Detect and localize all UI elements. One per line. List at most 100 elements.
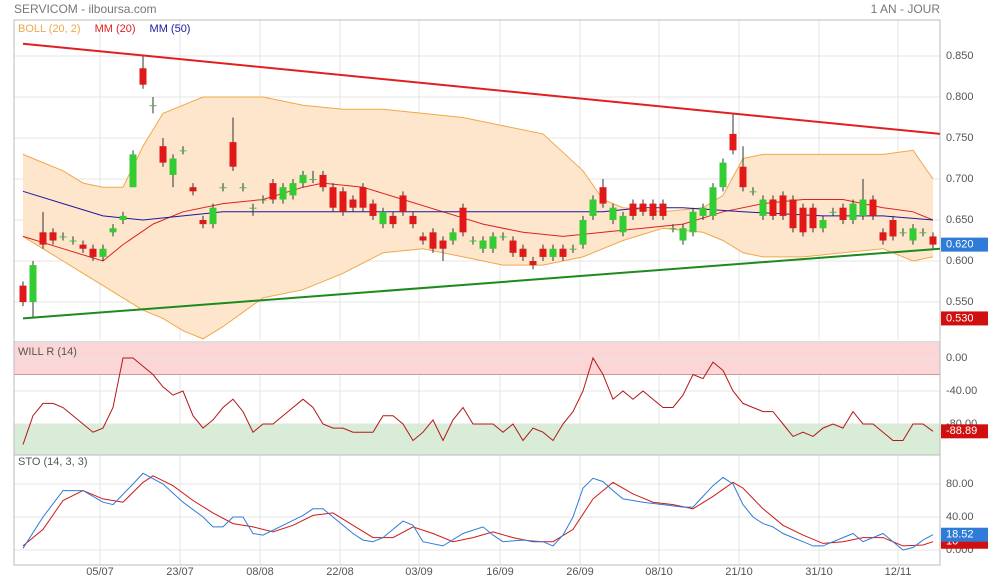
candle-body — [839, 207, 847, 221]
candle-body — [29, 265, 37, 303]
y-tick-label: 0.750 — [946, 132, 974, 144]
candle-body — [819, 220, 827, 229]
value-label: -88.89 — [946, 425, 977, 437]
y-tick-label: 0.800 — [946, 91, 974, 103]
candle-body — [859, 199, 867, 216]
candle-body — [769, 199, 777, 216]
candle-body — [289, 183, 297, 196]
oversold-zone — [14, 423, 940, 455]
candle-body — [659, 203, 667, 216]
candle-body — [699, 207, 707, 216]
legend-entry: MM (20) — [95, 23, 136, 35]
series-line — [22, 475, 934, 547]
legend-entry: MM (50) — [150, 23, 191, 35]
candle-body — [729, 133, 737, 151]
overbought-zone — [14, 343, 940, 375]
candle-body — [399, 195, 407, 212]
candle-body — [529, 261, 537, 266]
y-tick-label: 0.850 — [946, 50, 974, 62]
candle-body — [69, 240, 77, 242]
candle-body — [869, 199, 877, 216]
candle-body — [519, 248, 527, 257]
x-tick-label: 23/07 — [166, 566, 194, 578]
candle-body — [629, 203, 637, 216]
x-tick-label: 05/07 — [86, 566, 114, 578]
value-label: 18.52 — [946, 529, 974, 541]
price-label: 0.530 — [946, 312, 974, 324]
candle-body — [459, 207, 467, 233]
x-tick-label: 08/08 — [246, 566, 274, 578]
candle-body — [539, 248, 547, 257]
y-tick-label: 0.550 — [946, 296, 974, 308]
candle-body — [449, 232, 457, 241]
legend-entry: BOLL (20, 2) — [18, 23, 81, 35]
candle-body — [329, 187, 337, 208]
candle-body — [279, 187, 287, 200]
candle-body — [649, 203, 657, 216]
candle-body — [749, 191, 757, 193]
candle-body — [259, 199, 267, 201]
candle-body — [899, 232, 907, 234]
candle-body — [639, 203, 647, 212]
candle-body — [39, 232, 47, 245]
candle-body — [489, 236, 497, 249]
x-tick-label: 22/08 — [326, 566, 354, 578]
candle-body — [759, 199, 767, 216]
candle-body — [49, 232, 57, 241]
candle-body — [579, 220, 587, 245]
candle-body — [549, 248, 557, 257]
frame — [13, 19, 941, 566]
y-tick-label: 80.00 — [946, 478, 974, 490]
candle-body — [139, 68, 147, 85]
value-box — [941, 527, 988, 542]
candle-body — [849, 203, 857, 221]
y-tick-label: 0.700 — [946, 173, 974, 185]
x-tick-label: 08/10 — [645, 566, 673, 578]
candle-body — [719, 162, 727, 188]
candle-body — [59, 236, 67, 238]
candle-body — [109, 228, 117, 233]
candle-body — [369, 203, 377, 216]
panel-title: WILL R (14) — [18, 346, 77, 358]
candle-body — [149, 105, 157, 107]
candle-body — [339, 191, 347, 212]
x-tick-label: 26/09 — [566, 566, 594, 578]
candle-body — [79, 244, 87, 249]
period: 1 AN - JOUR — [871, 2, 941, 16]
candle-body — [929, 236, 937, 245]
candle-body — [319, 174, 327, 188]
x-tick-label: 31/10 — [805, 566, 833, 578]
candle-body — [219, 187, 227, 189]
trend-line — [22, 42, 941, 135]
candle-body — [419, 236, 427, 241]
trend-line — [22, 247, 941, 320]
candle-body — [379, 211, 387, 225]
candle-body — [619, 215, 627, 233]
x-tick-label: 12/11 — [885, 566, 912, 578]
candle-body — [229, 142, 237, 167]
candle-body — [119, 215, 127, 221]
candle-body — [479, 240, 487, 249]
candle-body — [499, 236, 507, 238]
band-upper — [22, 96, 934, 213]
candle-body — [689, 211, 697, 233]
candle-body — [359, 187, 367, 208]
candle-body — [239, 187, 247, 189]
y-tick-label: 0.600 — [946, 255, 974, 267]
candle-body — [709, 187, 717, 216]
candle-body — [89, 248, 97, 257]
price-box — [941, 237, 988, 252]
price-box — [941, 311, 988, 326]
candle-body — [19, 285, 27, 303]
band-fill — [23, 97, 933, 339]
candle-body — [439, 240, 447, 249]
candle-body — [299, 174, 307, 184]
candle-body — [909, 228, 917, 241]
candle-body — [349, 199, 357, 208]
candle-body — [199, 220, 207, 225]
candle-body — [99, 248, 107, 257]
candle-body — [249, 207, 257, 209]
candle-body — [409, 215, 417, 225]
candle-body — [599, 187, 607, 204]
candle-body — [309, 179, 317, 181]
